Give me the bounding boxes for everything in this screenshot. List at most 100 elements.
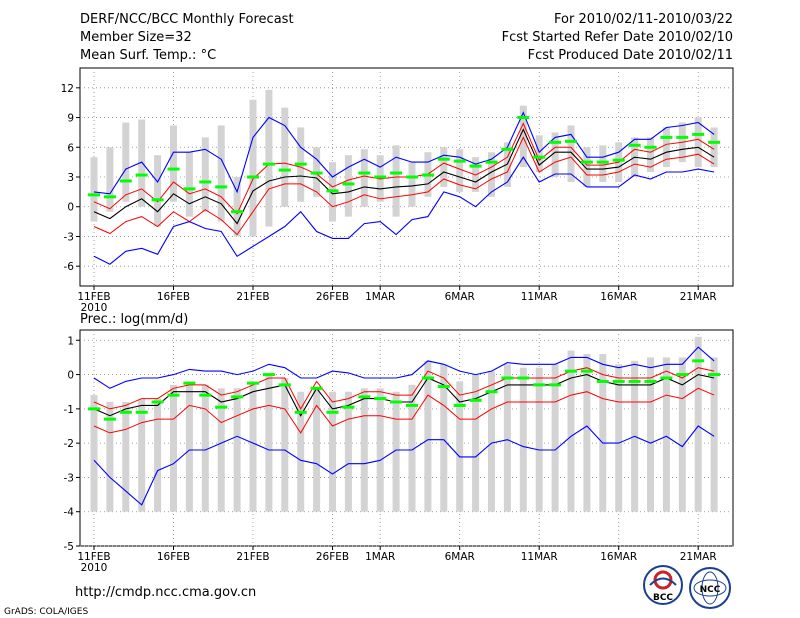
box-range (90, 157, 98, 222)
y-tick-label: -6 (64, 261, 75, 273)
box-range (647, 357, 654, 512)
ncc-logo: NCC (689, 567, 731, 609)
box-range (551, 364, 559, 512)
x-tick-label: 21FEB (236, 291, 269, 303)
series-line-inner-low (93, 136, 715, 236)
box-range (313, 388, 321, 512)
box-range (583, 354, 591, 512)
box-range (488, 152, 495, 197)
box-range (408, 162, 416, 207)
box-range (376, 388, 384, 512)
box-range (488, 371, 495, 512)
box-range (567, 125, 575, 182)
y-tick-label: 9 (67, 113, 74, 125)
box-range (344, 155, 352, 217)
box-range (154, 398, 162, 512)
x-tick-label: 1MAR (365, 291, 395, 303)
x-tick-label: 16MAR (600, 551, 637, 563)
box-range (249, 381, 257, 512)
x-tick-label: 11MAR (521, 551, 558, 563)
box-range (297, 391, 305, 512)
box-range (344, 391, 352, 512)
series-line-inner-high (93, 122, 715, 215)
box-range (233, 177, 241, 237)
box-range (535, 367, 543, 512)
x-tick-label: 11MAR (521, 291, 558, 303)
bcc-logo: BCC (643, 565, 683, 605)
series-line-outer-low (93, 156, 715, 265)
x-tick-label: 21MAR (680, 551, 717, 563)
y-tick-label: 0 (67, 202, 74, 214)
box-range (456, 381, 464, 512)
series-line-inner-low (93, 387, 715, 434)
box-range (201, 384, 209, 512)
series-line-median (93, 374, 715, 417)
box-range (710, 357, 718, 512)
x-tick-label: 11FEB (77, 291, 110, 303)
box-range (185, 381, 193, 512)
box-range (599, 354, 607, 512)
series-line-outer-high (93, 111, 715, 195)
series-line-median (93, 128, 715, 225)
box-range (647, 137, 654, 173)
box-range (281, 107, 289, 207)
header-start-date: Fcst Started Refer Date 2010/02/10 (502, 30, 733, 45)
box-range (249, 99, 257, 237)
y-tick-label: -1 (64, 404, 74, 416)
box-range (503, 364, 511, 512)
bcc-logo-text: BCC (653, 593, 673, 603)
box-range (456, 149, 464, 192)
box-range (217, 125, 225, 222)
box-range (138, 398, 146, 512)
y-tick-label: -3 (64, 472, 74, 484)
box-range (551, 132, 559, 177)
y-tick-label: 12 (61, 83, 74, 95)
box-range (217, 388, 225, 512)
box-range (170, 125, 177, 202)
x-tick-label: 21FEB (236, 551, 269, 563)
box-range (615, 364, 623, 512)
box-range (233, 388, 241, 512)
box-range (185, 152, 193, 217)
x-tick-label: 6MAR (445, 291, 475, 303)
box-range (329, 391, 336, 512)
box-range (154, 155, 162, 227)
box-range (662, 357, 670, 512)
box-range (424, 360, 432, 512)
header-member-size: Member Size=32 (80, 30, 192, 45)
box-range (106, 402, 114, 512)
box-range (138, 119, 146, 207)
ncc-logo-text: NCC (700, 585, 721, 595)
x-tick-label: 11FEB (77, 551, 110, 563)
x-year-label: 2010 (81, 562, 108, 574)
box-range (710, 127, 718, 168)
box-range (408, 384, 416, 512)
box-range (440, 364, 448, 512)
footer-credit: GrADS: COLA/IGES (4, 607, 88, 617)
y-tick-label: -5 (64, 541, 74, 553)
y-tick-label: -2 (64, 438, 74, 450)
box-range (583, 147, 591, 187)
x-tick-label: 6MAR (445, 551, 475, 563)
footer-url: http://cmdp.ncc.cma.gov.cn (75, 585, 256, 600)
box-range (535, 135, 543, 173)
box-range (90, 395, 98, 512)
x-tick-label: 26FEB (316, 291, 349, 303)
y-tick-label: -3 (64, 231, 74, 243)
header-produced-date: Fcst Produced Date 2010/02/11 (528, 48, 733, 63)
box-range (281, 378, 289, 512)
header-period: For 2010/02/11-2010/03/22 (554, 12, 733, 27)
temperature-panel: 12 9 6 3 0 -3 -6 11FEB 16FEB 21FEB 26FEB 1MAR 6MAR 11… (61, 67, 734, 314)
box-range (440, 147, 448, 187)
box-range (201, 137, 209, 212)
box-range (567, 350, 575, 512)
box-range (122, 402, 130, 512)
box-range (265, 89, 273, 227)
x-tick-label: 26FEB (316, 551, 349, 563)
box-range (392, 145, 400, 217)
box-range (170, 384, 177, 512)
x-tick-label: 1MAR (365, 551, 395, 563)
box-range (392, 391, 400, 512)
